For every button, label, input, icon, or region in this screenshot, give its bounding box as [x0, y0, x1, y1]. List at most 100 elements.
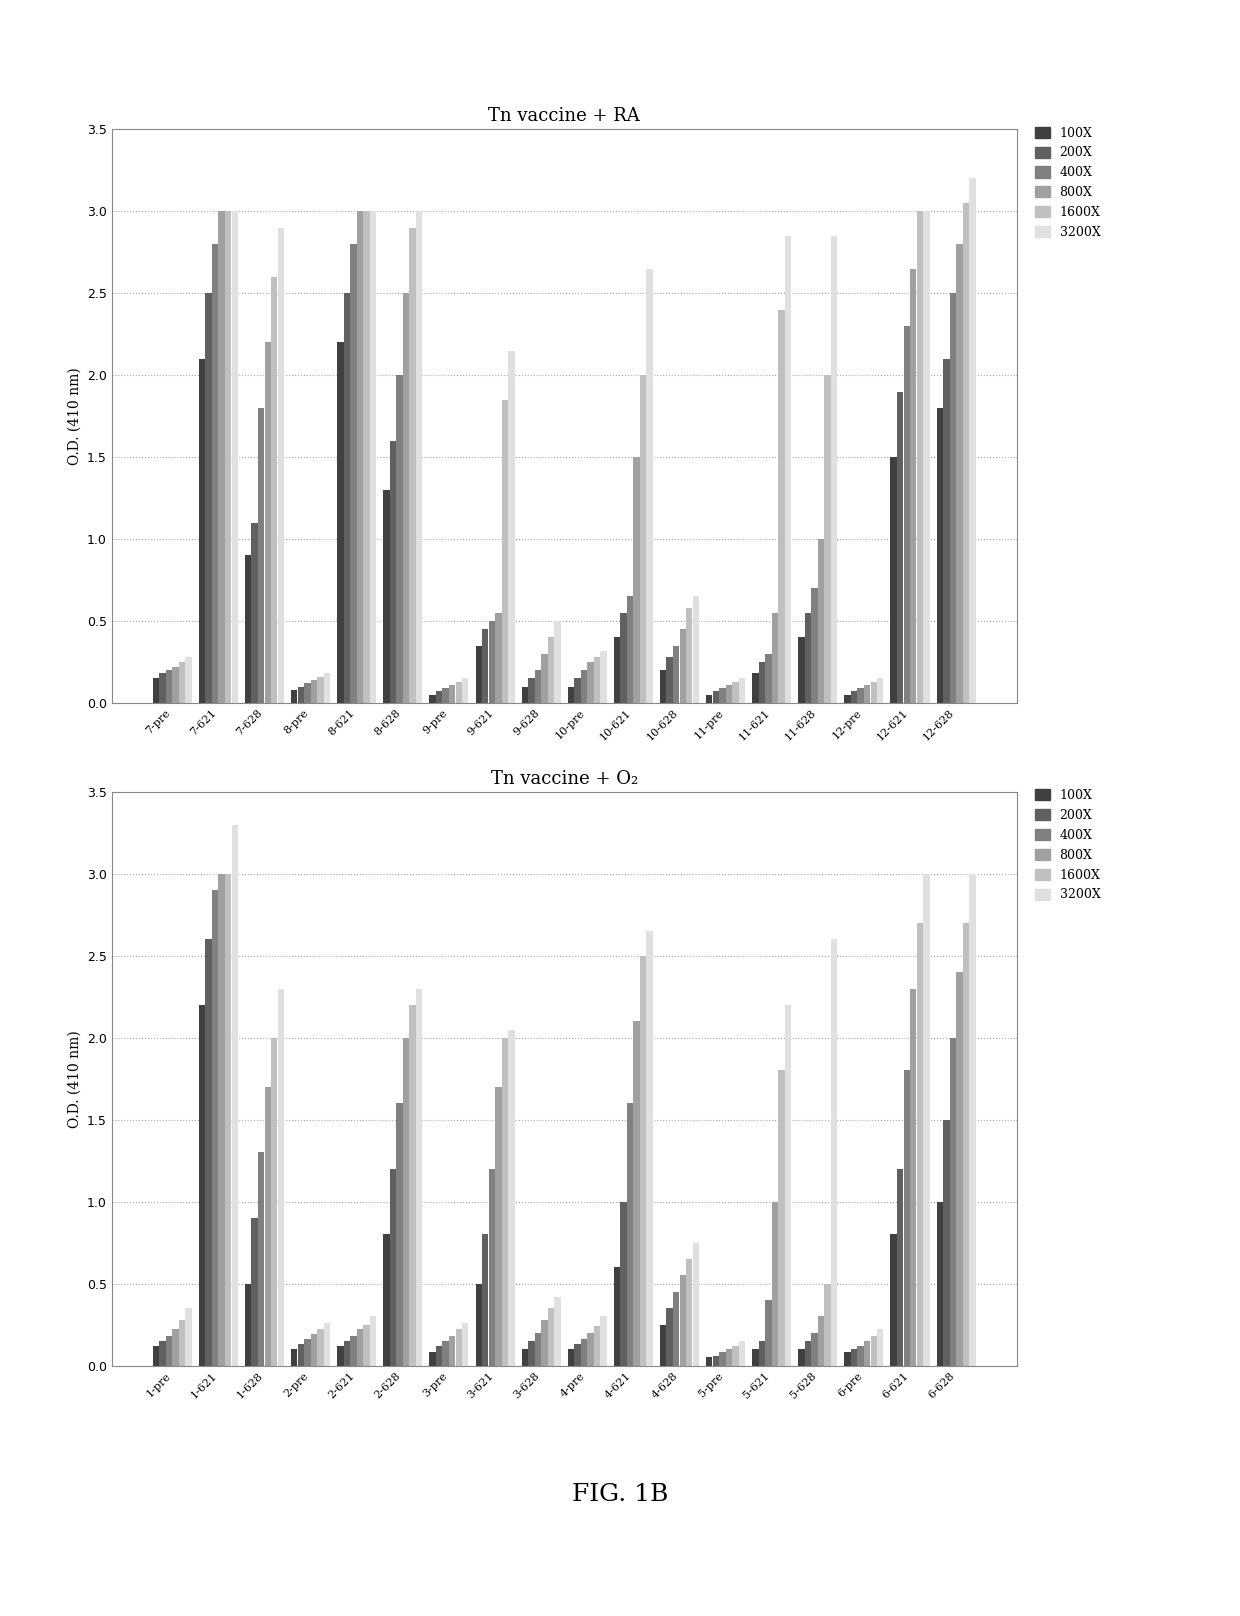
- Bar: [455, 682, 463, 703]
- Bar: [429, 1353, 435, 1366]
- Bar: [594, 658, 600, 703]
- Bar: [534, 671, 541, 703]
- Bar: [198, 1005, 206, 1366]
- Bar: [186, 1309, 192, 1366]
- Bar: [343, 292, 350, 703]
- Bar: [370, 212, 376, 703]
- Bar: [568, 687, 574, 703]
- Bar: [218, 212, 224, 703]
- Bar: [627, 596, 634, 703]
- Bar: [779, 310, 785, 703]
- Bar: [614, 1267, 620, 1366]
- Bar: [890, 1235, 897, 1366]
- Bar: [317, 1330, 324, 1366]
- Bar: [765, 1299, 771, 1366]
- Bar: [719, 1353, 725, 1366]
- Bar: [153, 1346, 159, 1366]
- Bar: [897, 1168, 904, 1366]
- Bar: [298, 687, 304, 703]
- Bar: [383, 1235, 389, 1366]
- Bar: [844, 695, 851, 703]
- Bar: [415, 989, 423, 1366]
- Bar: [475, 1283, 482, 1366]
- Bar: [179, 1320, 185, 1366]
- Bar: [278, 989, 284, 1366]
- Bar: [298, 1345, 304, 1366]
- Text: FIG. 1B: FIG. 1B: [572, 1483, 668, 1506]
- Bar: [554, 621, 560, 703]
- Bar: [771, 612, 779, 703]
- Bar: [548, 637, 554, 703]
- Bar: [153, 679, 159, 703]
- Bar: [594, 1327, 600, 1366]
- Bar: [397, 375, 403, 703]
- Bar: [198, 359, 206, 703]
- Bar: [660, 671, 666, 703]
- Bar: [252, 522, 258, 703]
- Bar: [291, 1349, 298, 1366]
- Bar: [502, 399, 508, 703]
- Bar: [851, 692, 857, 703]
- Bar: [936, 407, 942, 703]
- Bar: [534, 1333, 541, 1366]
- Bar: [831, 939, 837, 1366]
- Bar: [522, 1349, 528, 1366]
- Bar: [725, 1349, 732, 1366]
- Bar: [831, 236, 837, 703]
- Bar: [634, 457, 640, 703]
- Bar: [944, 359, 950, 703]
- Bar: [851, 1349, 857, 1366]
- Bar: [588, 663, 594, 703]
- Bar: [944, 1120, 950, 1366]
- Bar: [528, 1341, 534, 1366]
- Bar: [455, 1330, 463, 1366]
- Bar: [186, 658, 192, 703]
- Bar: [693, 1243, 699, 1366]
- Bar: [495, 1088, 501, 1366]
- Bar: [337, 1346, 343, 1366]
- Bar: [172, 1330, 179, 1366]
- Bar: [864, 1341, 870, 1366]
- Bar: [844, 1353, 851, 1366]
- Bar: [246, 1283, 252, 1366]
- Bar: [357, 1330, 363, 1366]
- Bar: [693, 596, 699, 703]
- Bar: [574, 1345, 580, 1366]
- Bar: [224, 212, 232, 703]
- Legend: 100X, 200X, 400X, 800X, 1600X, 3200X: 100X, 200X, 400X, 800X, 1600X, 3200X: [1032, 124, 1102, 241]
- Bar: [495, 612, 501, 703]
- Bar: [811, 588, 817, 703]
- Bar: [646, 268, 653, 703]
- Bar: [443, 688, 449, 703]
- Bar: [588, 1333, 594, 1366]
- Bar: [753, 674, 759, 703]
- Bar: [904, 1070, 910, 1366]
- Bar: [904, 326, 910, 703]
- Bar: [673, 1291, 680, 1366]
- Bar: [779, 1070, 785, 1366]
- Title: Tn vaccine + RA: Tn vaccine + RA: [489, 107, 640, 124]
- Bar: [870, 1336, 877, 1366]
- Bar: [864, 685, 870, 703]
- Bar: [264, 1088, 272, 1366]
- Bar: [725, 685, 732, 703]
- Bar: [680, 1275, 686, 1366]
- Bar: [574, 679, 580, 703]
- Bar: [870, 682, 877, 703]
- Bar: [666, 1309, 673, 1366]
- Bar: [311, 1335, 317, 1366]
- Bar: [646, 931, 653, 1366]
- Bar: [337, 343, 343, 703]
- Bar: [409, 228, 415, 703]
- Bar: [449, 1336, 455, 1366]
- Bar: [291, 690, 298, 703]
- Bar: [811, 1333, 817, 1366]
- Title: Tn vaccine + O₂: Tn vaccine + O₂: [491, 769, 637, 787]
- Bar: [475, 646, 482, 703]
- Bar: [436, 692, 443, 703]
- Bar: [818, 1317, 825, 1366]
- Bar: [370, 1317, 376, 1366]
- Bar: [600, 651, 606, 703]
- Bar: [508, 1029, 515, 1366]
- Bar: [857, 1346, 864, 1366]
